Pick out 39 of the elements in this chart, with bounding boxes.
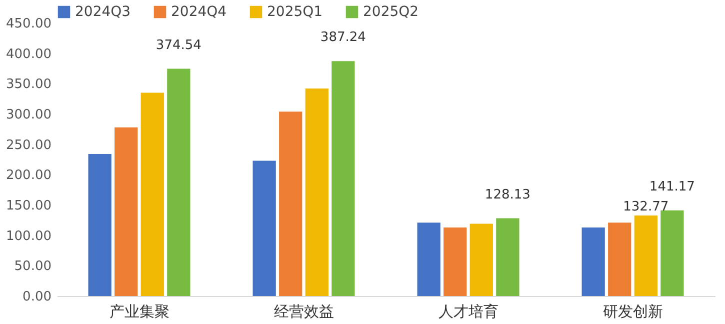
bar bbox=[660, 210, 684, 296]
x-tick-label: 经营效益 bbox=[274, 302, 334, 320]
bar bbox=[279, 112, 302, 296]
y-tick-label: 50.00 bbox=[14, 259, 52, 274]
bar bbox=[114, 127, 138, 296]
bar bbox=[634, 215, 658, 296]
y-tick-label: 250.00 bbox=[6, 138, 52, 153]
bar bbox=[167, 68, 190, 296]
x-tick-label: 产业集聚 bbox=[109, 302, 170, 320]
legend-label: 2024Q3 bbox=[75, 4, 131, 20]
legend-label: 2025Q2 bbox=[363, 4, 419, 20]
data-label: 141.17 bbox=[649, 179, 695, 194]
bar bbox=[470, 224, 493, 296]
bar bbox=[496, 218, 520, 296]
y-tick-label: 400.00 bbox=[6, 46, 52, 62]
y-tick-label: 150.00 bbox=[6, 198, 52, 214]
data-label: 374.54 bbox=[156, 38, 202, 53]
y-tick-label: 200.00 bbox=[6, 168, 52, 184]
x-tick-label: 人才培育 bbox=[438, 302, 498, 320]
bar bbox=[417, 222, 440, 296]
data-label: 387.24 bbox=[320, 30, 366, 46]
bar bbox=[332, 61, 355, 296]
bar bbox=[140, 92, 164, 296]
x-tick-label: 研发创新 bbox=[602, 302, 663, 320]
legend-label: 2024Q4 bbox=[171, 4, 227, 20]
y-tick-label: 0.00 bbox=[22, 290, 52, 304]
y-tick-label: 350.00 bbox=[6, 77, 52, 92]
bar bbox=[608, 222, 632, 296]
legend-label: 2025Q1 bbox=[267, 4, 323, 20]
y-tick-label: 450.00 bbox=[6, 16, 52, 32]
data-label: 132.77 bbox=[623, 199, 669, 214]
data-label: 128.13 bbox=[484, 187, 530, 202]
bar bbox=[305, 88, 328, 296]
bar bbox=[88, 154, 112, 296]
bar bbox=[252, 160, 276, 296]
bar bbox=[582, 227, 605, 296]
bar bbox=[444, 227, 467, 296]
y-tick-label: 100.00 bbox=[6, 228, 52, 244]
y-tick-label: 300.00 bbox=[6, 108, 52, 122]
